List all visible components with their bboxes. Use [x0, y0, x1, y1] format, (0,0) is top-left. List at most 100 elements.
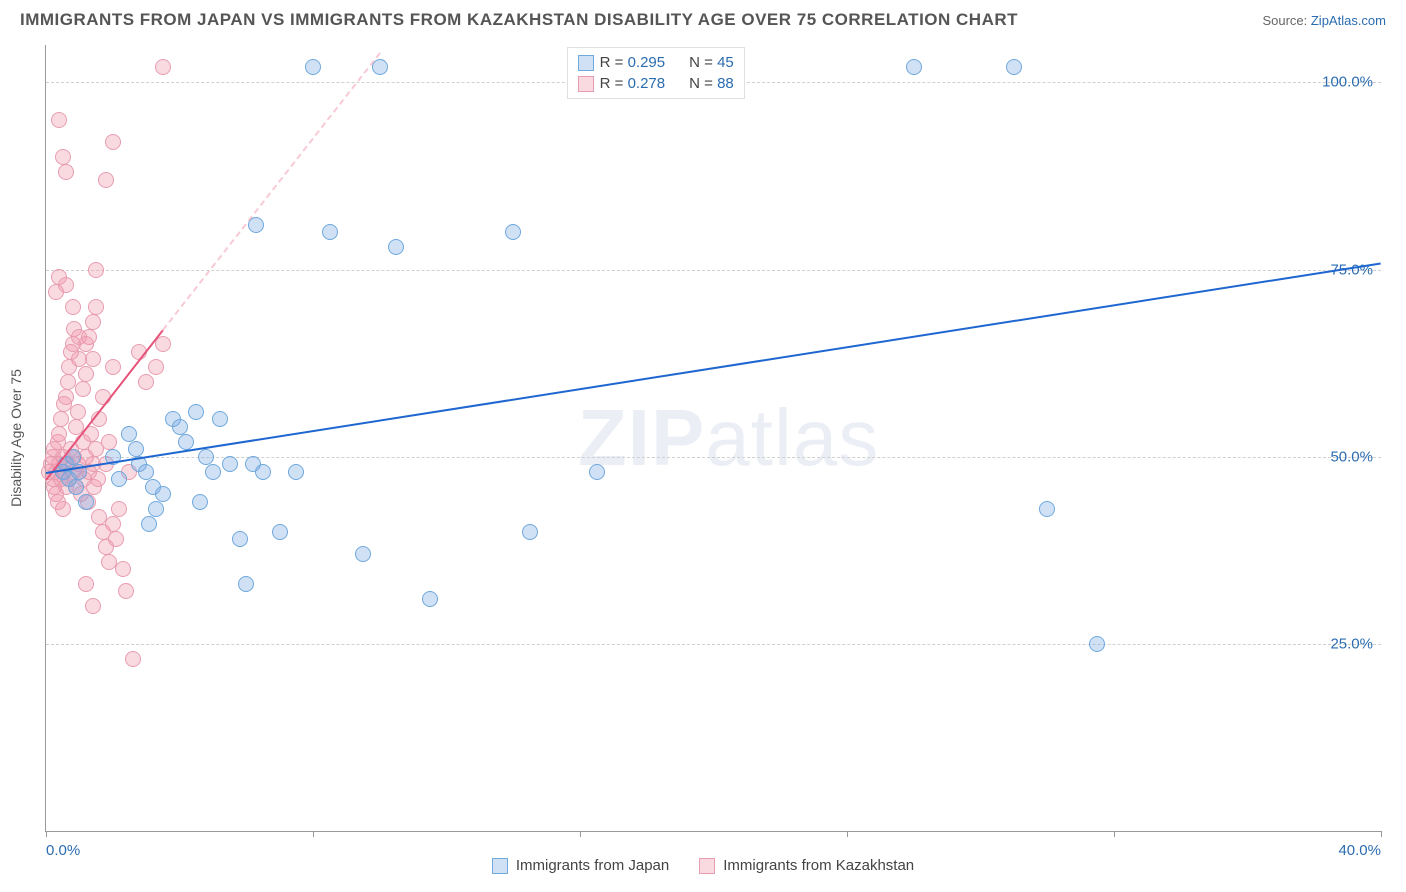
chart-plot-area: ZIPatlas Disability Age Over 75 25.0%50.… [45, 45, 1381, 832]
scatter-point [108, 531, 124, 547]
scatter-point [355, 546, 371, 562]
scatter-point [105, 359, 121, 375]
scatter-point [55, 501, 71, 517]
scatter-point [155, 59, 171, 75]
scatter-point [288, 464, 304, 480]
scatter-point [305, 59, 321, 75]
x-tick [1114, 831, 1115, 837]
scatter-point [90, 471, 106, 487]
scatter-point [178, 434, 194, 450]
scatter-point [118, 583, 134, 599]
scatter-point [68, 479, 84, 495]
scatter-point [522, 524, 538, 540]
y-tick-label: 50.0% [1330, 448, 1373, 465]
scatter-point [111, 471, 127, 487]
legend-row: R = 0.278 N = 88 [578, 73, 734, 94]
chart-title: IMMIGRANTS FROM JAPAN VS IMMIGRANTS FROM… [20, 10, 1018, 30]
scatter-point [388, 239, 404, 255]
legend-label: Immigrants from Japan [516, 857, 669, 874]
scatter-point [505, 224, 521, 240]
scatter-point [55, 149, 71, 165]
x-tick [1381, 831, 1382, 837]
legend-r: R = 0.278 [600, 75, 665, 92]
scatter-point [232, 531, 248, 547]
scatter-point [111, 501, 127, 517]
scatter-point [155, 486, 171, 502]
scatter-point [88, 262, 104, 278]
scatter-point [88, 299, 104, 315]
x-tick [847, 831, 848, 837]
scatter-point [198, 449, 214, 465]
source-attribution: Source: ZipAtlas.com [1262, 13, 1386, 28]
scatter-point [1006, 59, 1022, 75]
scatter-point [255, 464, 271, 480]
x-tick [580, 831, 581, 837]
scatter-point [422, 591, 438, 607]
legend-item: Immigrants from Japan [492, 857, 669, 874]
legend-label: Immigrants from Kazakhstan [723, 857, 914, 874]
scatter-point [138, 464, 154, 480]
gridline [46, 270, 1381, 271]
y-tick-label: 25.0% [1330, 635, 1373, 652]
y-axis-label: Disability Age Over 75 [8, 369, 24, 507]
scatter-point [121, 426, 137, 442]
scatter-point [85, 314, 101, 330]
scatter-point [238, 576, 254, 592]
scatter-point [70, 404, 86, 420]
scatter-point [138, 374, 154, 390]
gridline [46, 644, 1381, 645]
series-legend: Immigrants from Japan Immigrants from Kaz… [0, 857, 1406, 874]
scatter-point [125, 651, 141, 667]
x-tick [46, 831, 47, 837]
scatter-point [98, 172, 114, 188]
scatter-point [1039, 501, 1055, 517]
scatter-point [101, 434, 117, 450]
legend-n: N = 88 [689, 75, 734, 92]
legend-swatch [578, 76, 594, 92]
x-tick [313, 831, 314, 837]
scatter-point [65, 299, 81, 315]
trend-line [46, 262, 1381, 474]
source-link[interactable]: ZipAtlas.com [1311, 13, 1386, 28]
scatter-point [212, 411, 228, 427]
scatter-point [148, 359, 164, 375]
legend-n: N = 45 [689, 54, 734, 71]
legend-swatch [492, 858, 508, 874]
scatter-point [78, 494, 94, 510]
scatter-point [53, 411, 69, 427]
scatter-point [205, 464, 221, 480]
legend-swatch [699, 858, 715, 874]
scatter-point [105, 134, 121, 150]
scatter-point [78, 336, 94, 352]
scatter-point [85, 598, 101, 614]
scatter-point [322, 224, 338, 240]
scatter-point [58, 389, 74, 405]
scatter-point [148, 501, 164, 517]
trend-line-extrapolated [162, 53, 381, 331]
legend-item: Immigrants from Kazakhstan [699, 857, 914, 874]
scatter-point [51, 112, 67, 128]
scatter-point [1089, 636, 1105, 652]
scatter-point [51, 426, 67, 442]
scatter-point [85, 351, 101, 367]
scatter-point [272, 524, 288, 540]
scatter-point [115, 561, 131, 577]
y-tick-label: 100.0% [1322, 74, 1373, 91]
scatter-point [60, 374, 76, 390]
scatter-point [141, 516, 157, 532]
scatter-point [58, 277, 74, 293]
scatter-point [172, 419, 188, 435]
legend-swatch [578, 55, 594, 71]
scatter-point [75, 381, 91, 397]
scatter-point [188, 404, 204, 420]
scatter-point [105, 516, 121, 532]
correlation-legend: R = 0.295 N = 45 R = 0.278 N = 88 [567, 47, 745, 99]
scatter-point [78, 576, 94, 592]
scatter-point [192, 494, 208, 510]
scatter-point [222, 456, 238, 472]
legend-r: R = 0.295 [600, 54, 665, 71]
scatter-point [58, 164, 74, 180]
scatter-point [906, 59, 922, 75]
legend-row: R = 0.295 N = 45 [578, 52, 734, 73]
scatter-point [78, 366, 94, 382]
